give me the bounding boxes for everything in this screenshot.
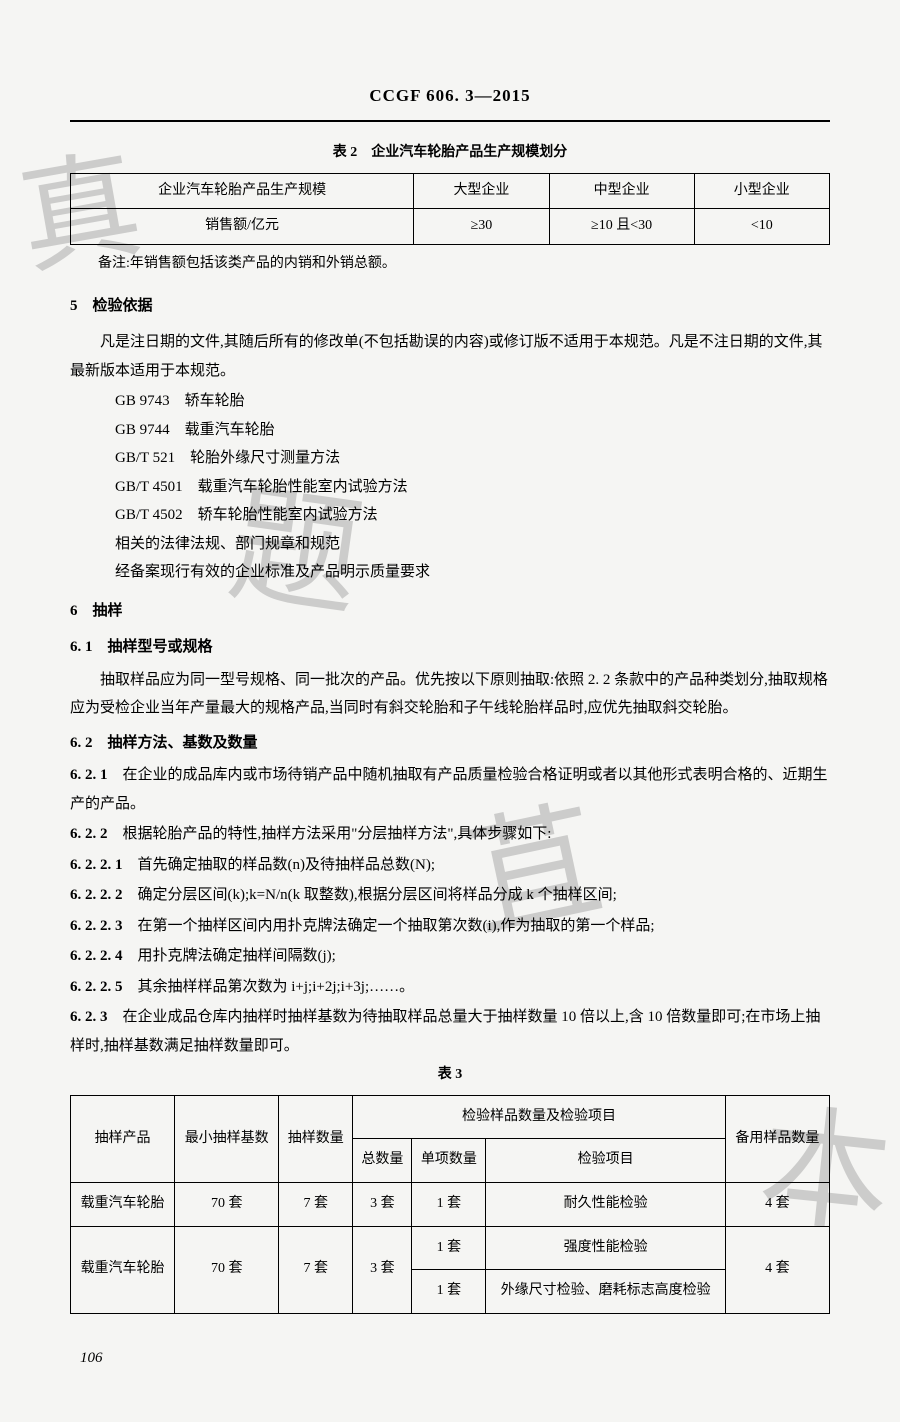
num: 6. 2. 2. 5 <box>70 979 123 995</box>
t3-h-base: 最小抽样基数 <box>175 1095 279 1182</box>
table2-caption: 表 2 企业汽车轮胎产品生产规模划分 <box>70 140 830 167</box>
ref-item: GB/T 521 轮胎外缘尺寸测量方法 <box>115 444 830 473</box>
t3-r1b-item: 外缘尺寸检验、磨耗标志高度检验 <box>486 1270 725 1314</box>
text: 首先确定抽取的样品数(n)及待抽样品总数(N); <box>123 857 435 873</box>
p-6-2-1: 6. 2. 1 在企业的成品库内或市场待销产品中随机抽取有产品质量检验合格证明或… <box>70 761 830 818</box>
t3-r1b-single: 1 套 <box>412 1270 486 1314</box>
ref-item: GB 9744 载重汽车轮胎 <box>115 416 830 445</box>
table3-caption: 表 3 <box>70 1062 830 1089</box>
section6-2-heading: 6. 2 抽样方法、基数及数量 <box>70 729 830 758</box>
p-6-2-2-2: 6. 2. 2. 2 确定分层区间(k);k=N/n(k 取整数),根据分层区间… <box>70 881 830 910</box>
t3-r1-qty: 7 套 <box>279 1226 353 1313</box>
text: 在第一个抽样区间内用扑克牌法确定一个抽取第次数(i),作为抽取的第一个样品; <box>123 918 655 934</box>
p-6-2-2-5: 6. 2. 2. 5 其余抽样样品第次数为 i+j;i+2j;i+3j;……。 <box>70 973 830 1002</box>
section6-heading: 6 抽样 <box>70 597 830 626</box>
t2-h2: 中型企业 <box>549 173 694 209</box>
section5-heading: 5 检验依据 <box>70 292 830 321</box>
table2-note: 备注:年销售额包括该类产品的内销和外销总额。 <box>70 251 830 278</box>
t3-r0-spare: 4 套 <box>725 1182 829 1226</box>
t2-h1: 大型企业 <box>414 173 549 209</box>
ref-item: GB/T 4501 载重汽车轮胎性能室内试验方法 <box>115 473 830 502</box>
table3: 抽样产品 最小抽样基数 抽样数量 检验样品数量及检验项目 备用样品数量 总数量 … <box>70 1095 830 1314</box>
text: 确定分层区间(k);k=N/n(k 取整数),根据分层区间将样品分成 k 个抽样… <box>123 887 617 903</box>
t3-r1-product: 载重汽车轮胎 <box>71 1226 175 1313</box>
t3-h-group: 检验样品数量及检验项目 <box>353 1095 725 1139</box>
t3-h-spare: 备用样品数量 <box>725 1095 829 1182</box>
t3-h-single: 单项数量 <box>412 1139 486 1183</box>
num: 6. 2. 2. 3 <box>70 918 123 934</box>
t3-r1-base: 70 套 <box>175 1226 279 1313</box>
text: 在企业成品仓库内抽样时抽样基数为待抽取样品总量大于抽样数量 10 倍以上,含 1… <box>70 1009 820 1054</box>
t3-r0-item: 耐久性能检验 <box>486 1182 725 1226</box>
t3-h-qty: 抽样数量 <box>279 1095 353 1182</box>
p-6-2-2-3: 6. 2. 2. 3 在第一个抽样区间内用扑克牌法确定一个抽取第次数(i),作为… <box>70 912 830 941</box>
num: 6. 2. 2. 2 <box>70 887 123 903</box>
t2-c0: ≥30 <box>414 209 549 245</box>
ref-item: 经备案现行有效的企业标准及产品明示质量要求 <box>115 558 830 587</box>
t3-r1a-item: 强度性能检验 <box>486 1226 725 1270</box>
num: 6. 2. 2. 4 <box>70 948 123 964</box>
t3-h-product: 抽样产品 <box>71 1095 175 1182</box>
p-6-2-3: 6. 2. 3 在企业成品仓库内抽样时抽样基数为待抽取样品总量大于抽样数量 10… <box>70 1003 830 1060</box>
ref-item: GB/T 4502 轿车轮胎性能室内试验方法 <box>115 501 830 530</box>
text: 在企业的成品库内或市场待销产品中随机抽取有产品质量检验合格证明或者以其他形式表明… <box>70 767 828 812</box>
t3-r0-single: 1 套 <box>412 1182 486 1226</box>
t3-r0-qty: 7 套 <box>279 1182 353 1226</box>
t2-rowlabel: 销售额/亿元 <box>71 209 414 245</box>
t3-r0-product: 载重汽车轮胎 <box>71 1182 175 1226</box>
ref-item: 相关的法律法规、部门规章和规范 <box>115 530 830 559</box>
t2-h3: 小型企业 <box>694 173 829 209</box>
t3-r1-total: 3 套 <box>353 1226 412 1313</box>
text: 其余抽样样品第次数为 i+j;i+2j;i+3j;……。 <box>123 979 415 995</box>
t3-r1-spare: 4 套 <box>725 1226 829 1313</box>
t3-h-item: 检验项目 <box>486 1139 725 1183</box>
t2-c2: <10 <box>694 209 829 245</box>
page-number: 106 <box>70 1344 830 1373</box>
t3-r0-base: 70 套 <box>175 1182 279 1226</box>
t3-r0-total: 3 套 <box>353 1182 412 1226</box>
t2-c1: ≥10 且<30 <box>549 209 694 245</box>
t2-h0: 企业汽车轮胎产品生产规模 <box>71 173 414 209</box>
text: 根据轮胎产品的特性,抽样方法采用"分层抽样方法",具体步骤如下: <box>108 826 552 842</box>
table2: 企业汽车轮胎产品生产规模 大型企业 中型企业 小型企业 销售额/亿元 ≥30 ≥… <box>70 173 830 245</box>
p-6-2-2: 6. 2. 2 根据轮胎产品的特性,抽样方法采用"分层抽样方法",具体步骤如下: <box>70 820 830 849</box>
p-6-2-2-1: 6. 2. 2. 1 首先确定抽取的样品数(n)及待抽样品总数(N); <box>70 851 830 880</box>
section5-refs: GB 9743 轿车轮胎 GB 9744 载重汽车轮胎 GB/T 521 轮胎外… <box>70 387 830 587</box>
num: 6. 2. 1 <box>70 767 108 783</box>
p-6-2-2-4: 6. 2. 2. 4 用扑克牌法确定抽样间隔数(j); <box>70 942 830 971</box>
section5-para: 凡是注日期的文件,其随后所有的修改单(不包括勘误的内容)或修订版不适用于本规范。… <box>70 328 830 385</box>
t3-h-total: 总数量 <box>353 1139 412 1183</box>
text: 用扑克牌法确定抽样间隔数(j); <box>123 948 336 964</box>
num: 6. 2. 2. 1 <box>70 857 123 873</box>
t3-r1a-single: 1 套 <box>412 1226 486 1270</box>
section6-1-para: 抽取样品应为同一型号规格、同一批次的产品。优先按以下原则抽取:依照 2. 2 条… <box>70 666 830 723</box>
num: 6. 2. 2 <box>70 826 108 842</box>
section6-1-heading: 6. 1 抽样型号或规格 <box>70 633 830 662</box>
num: 6. 2. 3 <box>70 1009 108 1025</box>
ref-item: GB 9743 轿车轮胎 <box>115 387 830 416</box>
page-header-title: CCGF 606. 3—2015 <box>70 80 830 122</box>
